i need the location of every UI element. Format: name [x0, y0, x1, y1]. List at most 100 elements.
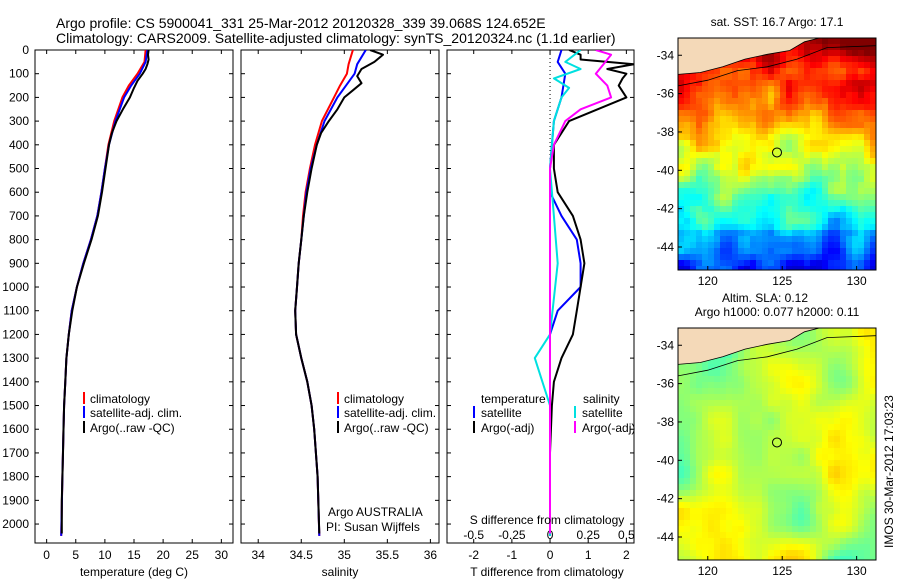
sst-map-cell — [822, 68, 829, 75]
sst-map-cell — [744, 200, 751, 207]
sla-map-cell — [846, 544, 853, 551]
sst-map-cell — [726, 152, 733, 159]
sst-map-cell — [762, 110, 769, 117]
sst-map-cell — [816, 206, 823, 213]
sla-map-cell — [846, 478, 853, 485]
sla-map-cell — [798, 424, 805, 431]
sst-map-cell — [828, 98, 835, 105]
sla-map-cell — [726, 490, 733, 497]
sst-map-cell — [834, 176, 841, 183]
sst-map-cell — [840, 164, 847, 171]
sst-map-cell — [786, 92, 793, 99]
sst-map-cell — [792, 206, 799, 213]
sst-map-cell — [846, 230, 853, 237]
sla-map-cell — [678, 364, 685, 371]
sst-map-cell — [834, 128, 841, 135]
sst-map-cell — [726, 146, 733, 153]
temperature_panel-xtick-label: 30 — [215, 548, 229, 562]
sla-map-cell — [708, 418, 715, 425]
sst-map-cell — [846, 80, 853, 87]
sla-map-cell — [870, 376, 876, 383]
sla-map-cell — [864, 532, 871, 539]
sla-map-cell — [822, 370, 829, 377]
sla-map-cell — [828, 478, 835, 485]
sla-map-cell — [786, 352, 793, 359]
sla-map-cell — [846, 388, 853, 395]
sla-map-cell — [870, 472, 876, 479]
sst-map-cell — [690, 248, 697, 255]
sst-map-cell — [702, 158, 709, 165]
sst-map-cell — [738, 170, 745, 177]
sla-map-cell — [786, 418, 793, 425]
sla-map-cell — [678, 436, 685, 443]
sla-map-cell — [804, 454, 811, 461]
sst-map-cell — [828, 146, 835, 153]
sla-map-cell — [828, 370, 835, 377]
sst-map-cell — [816, 200, 823, 207]
sst-map-cell — [858, 218, 865, 225]
sla-map-cell — [810, 418, 817, 425]
sla-map-cell — [864, 340, 871, 347]
sla-map-cell — [780, 370, 787, 377]
sst-map-cell — [822, 146, 829, 153]
depth-tick-label: 500 — [9, 162, 29, 176]
sla-map-cell — [804, 514, 811, 521]
sla-map-cell — [828, 424, 835, 431]
sla-map-cell — [816, 340, 823, 347]
sst-map-cell — [834, 122, 841, 129]
sla-map-cell — [684, 376, 691, 383]
sla-map-cell — [714, 556, 721, 560]
sst-map-cell — [744, 152, 751, 159]
difference_panel-xtick-label: -1 — [507, 548, 518, 562]
sla-map-cell — [702, 472, 709, 479]
sst-map-cell — [834, 260, 841, 267]
sla-map-cell — [840, 466, 847, 473]
sst-map-cell — [828, 38, 835, 45]
sst-map-cell — [762, 152, 769, 159]
sla-map-cell — [696, 526, 703, 533]
sst-map-cell — [858, 200, 865, 207]
sst-map-cell — [732, 260, 739, 267]
sst-map-cell — [744, 146, 751, 153]
sla-map-cell — [762, 484, 769, 491]
sla-map-cell — [816, 478, 823, 485]
sst-map-cell — [732, 110, 739, 117]
sst-map-cell — [684, 176, 691, 183]
sla-map-cell — [756, 424, 763, 431]
sst-map-cell — [780, 80, 787, 87]
sla-map-cell — [870, 442, 876, 449]
sla-map-cell — [852, 556, 859, 560]
sst-map-cell — [786, 224, 793, 231]
sst-map-cell — [702, 224, 709, 231]
sla-map-cell — [774, 352, 781, 359]
sla-map-cell — [750, 364, 757, 371]
sla-map-cell — [726, 352, 733, 359]
sst-map-cell — [732, 128, 739, 135]
salinity_panel-series-satellite-adj-clim- — [294, 50, 367, 536]
sla-map-cell — [708, 490, 715, 497]
sst-map-cell — [738, 68, 745, 75]
sst-map-cell — [720, 80, 727, 87]
sst-map-cell — [738, 230, 745, 237]
sla-map-cell — [750, 436, 757, 443]
sla-map-cell — [780, 478, 787, 485]
sst-map-cell — [768, 98, 775, 105]
sla-map-cell — [762, 496, 769, 503]
sla-map-cell — [846, 418, 853, 425]
sla-map-cell — [840, 508, 847, 515]
sla-map-cell — [864, 454, 871, 461]
sst-map-cell — [726, 170, 733, 177]
sst-map-frame — [677, 37, 877, 271]
sst-map-cell — [846, 134, 853, 141]
sla-map-cell — [714, 358, 721, 365]
sla-map-cell — [714, 550, 721, 557]
sst-map-cell — [714, 140, 721, 147]
sst-map-cell — [708, 146, 715, 153]
sla-map-cell — [852, 334, 859, 341]
sla-map-cell — [702, 484, 709, 491]
sst-map-cell — [852, 50, 859, 57]
sst-map-cell — [792, 254, 799, 261]
sla-map-cell — [768, 448, 775, 455]
sst-map-cell — [816, 164, 823, 171]
